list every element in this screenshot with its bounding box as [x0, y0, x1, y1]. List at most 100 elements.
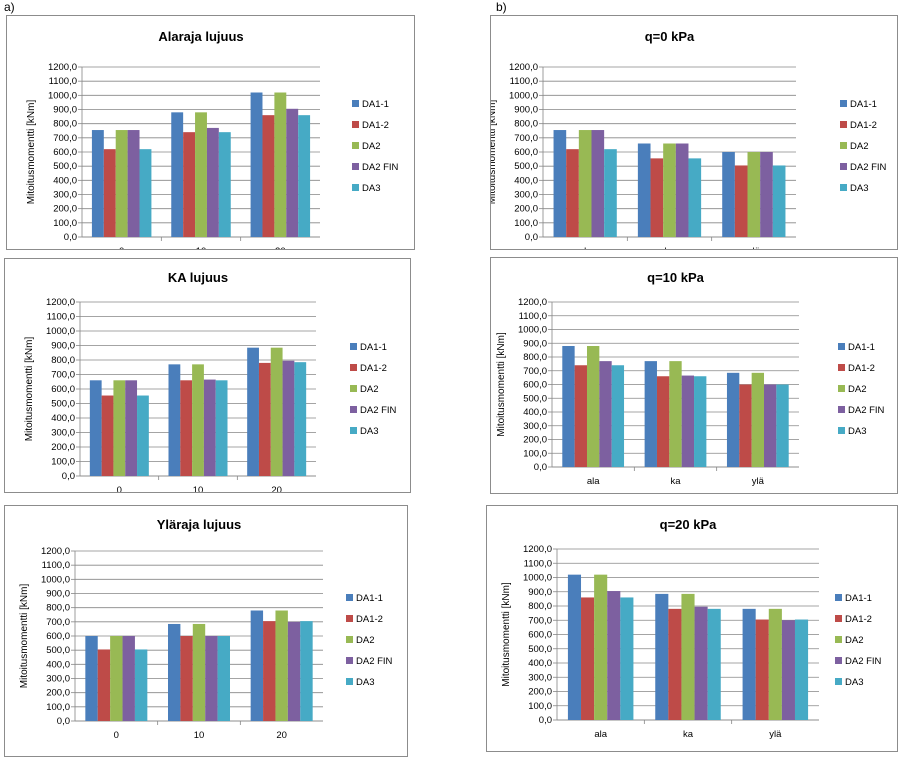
legend-label: DA3 [845, 677, 863, 688]
y-tick-label: 1200,0 [41, 546, 70, 557]
y-tick-label: 0,0 [64, 232, 77, 243]
bar-da1-1 [85, 636, 98, 721]
legend-swatch [352, 121, 359, 128]
bar-da1-2 [263, 621, 276, 721]
y-tick-label: 900,0 [46, 589, 70, 600]
bar-da1-2 [566, 149, 579, 237]
chart-svg: q=10 kPa 0,0 100,0 200,0 300,0 400,0 500,0 600,… [496, 270, 885, 487]
legend-swatch [350, 364, 357, 371]
x-tick-label: ala [587, 476, 600, 487]
y-tick-label: 100,0 [514, 218, 538, 229]
legend-swatch [838, 364, 845, 371]
y-tick-label: 1100,0 [524, 558, 552, 569]
x-tick-label: ka [664, 246, 675, 249]
y-tick-label: 800,0 [46, 603, 70, 614]
chart-panel-q10: q=10 kPa 0,0 100,0 200,0 300,0 400,0 500,0 600,… [490, 257, 898, 494]
x-tick-label: ka [683, 729, 694, 740]
bar-da2 [270, 347, 283, 476]
x-tick-label: ala [579, 246, 592, 249]
legend-swatch [346, 636, 353, 643]
legend-swatch [840, 184, 847, 191]
legend-label: DA2 FIN [362, 162, 399, 173]
bar-da1-2 [103, 149, 116, 237]
legend-label: DA1-2 [848, 363, 875, 374]
bar-da2 [115, 130, 128, 237]
legend-swatch [840, 142, 847, 149]
bar-da2-fin [205, 636, 218, 721]
bar-da1-2 [656, 376, 670, 467]
y-tick-label: 1100,0 [510, 76, 538, 87]
legend-label: DA2 FIN [850, 162, 887, 173]
y-tick-label: 800,0 [523, 352, 547, 363]
y-tick-label: 200,0 [523, 435, 547, 446]
y-tick-label: 800,0 [53, 119, 77, 130]
legend-swatch [352, 142, 359, 149]
bar-da3 [688, 158, 702, 237]
bar-da3 [217, 636, 230, 721]
legend-label: DA3 [360, 426, 378, 437]
chart-title: Alaraja lujuus [158, 29, 243, 44]
y-tick-label: 400,0 [514, 175, 538, 186]
bar-da3 [294, 362, 307, 476]
y-tick-label: 100,0 [523, 448, 547, 459]
legend-swatch [346, 657, 353, 664]
x-tick-label: ala [594, 729, 607, 740]
bar-da1-2 [581, 597, 595, 720]
y-tick-label: 400,0 [51, 413, 75, 424]
y-axis-label: Mitoitusmomentti [kNm] [491, 100, 498, 205]
legend-label: DA2 [848, 384, 866, 395]
y-tick-label: 1200,0 [518, 297, 547, 308]
legend-swatch [835, 636, 842, 643]
bar-da1-2 [668, 608, 682, 720]
bar-da1-2 [262, 115, 275, 237]
y-tick-label: 1200,0 [48, 62, 77, 73]
bar-da2-fin [127, 130, 140, 237]
chart-panel-ka: KA lujuus 0,0 100,0 200,0 300,0 400,0 500,0 600… [4, 258, 411, 493]
bar-da2-fin [125, 380, 138, 476]
chart-svg: Yläraja lujuus 0,0 100,0 200,0 300,0 400,0 500… [19, 517, 393, 741]
chart-svg: Alaraja lujuus 0,0 100,0 200,0 300,0 400,0 500… [26, 29, 399, 249]
bar-da3 [218, 132, 231, 237]
chart-panel-ylaraja: Yläraja lujuus 0,0 100,0 200,0 300,0 400,0 500… [4, 505, 408, 757]
bar-da2 [594, 574, 608, 720]
y-tick-label: 0,0 [534, 462, 547, 473]
chart-title: Yläraja lujuus [157, 517, 242, 532]
x-tick-label: ylä [748, 246, 761, 249]
bar-da3 [776, 384, 789, 467]
bar-da2-fin [282, 360, 295, 476]
bar-da1-1 [247, 347, 259, 476]
legend-label: DA1-2 [362, 120, 389, 131]
bar-da3 [300, 621, 313, 721]
y-tick-label: 1200,0 [509, 62, 538, 73]
bar-da2 [192, 623, 206, 721]
bar-da1-2 [258, 362, 271, 476]
legend-label: DA1-1 [356, 593, 383, 604]
y-tick-label: 500,0 [528, 644, 552, 655]
y-tick-label: 900,0 [523, 338, 547, 349]
legend-swatch [835, 615, 842, 622]
bar-da1-1 [562, 346, 575, 467]
bar-da1-2 [97, 649, 111, 721]
bar-da2-fin [694, 606, 708, 720]
y-tick-label: 600,0 [53, 147, 77, 158]
y-axis-label: Mitoitusmomentti [kNm] [24, 337, 35, 442]
legend-label: DA3 [848, 426, 866, 437]
bar-da2 [663, 143, 676, 237]
bar-da2 [192, 364, 204, 476]
bar-da2 [751, 372, 765, 467]
y-tick-label: 800,0 [514, 119, 538, 130]
bar-da1-1 [168, 364, 181, 476]
bar-da2-fin [781, 620, 795, 720]
y-tick-label: 700,0 [51, 370, 75, 381]
legend-swatch [835, 594, 842, 601]
x-tick-label: ylä [769, 729, 782, 740]
y-tick-label: 200,0 [53, 204, 77, 215]
y-tick-label: 500,0 [514, 161, 538, 172]
bar-da2-fin [675, 143, 689, 237]
bar-da2 [669, 361, 682, 467]
y-tick-label: 200,0 [46, 688, 70, 699]
legend-label: DA1-1 [850, 99, 877, 110]
y-tick-label: 1000,0 [509, 90, 538, 101]
bar-da2 [274, 92, 287, 237]
x-tick-label: 20 [275, 246, 286, 249]
